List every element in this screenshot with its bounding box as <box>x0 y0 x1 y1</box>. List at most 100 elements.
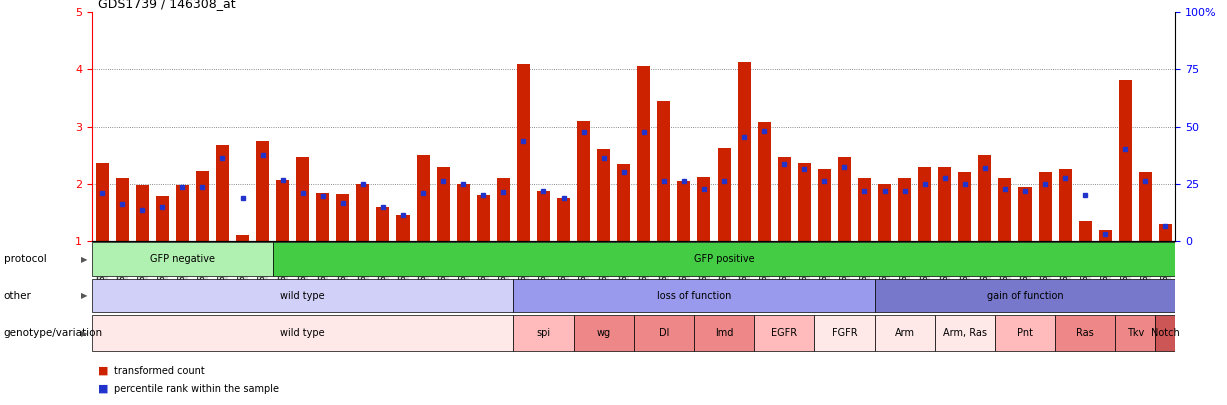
Bar <box>818 169 831 241</box>
Bar <box>537 191 550 241</box>
Text: ▶: ▶ <box>81 291 87 300</box>
Bar <box>513 315 573 351</box>
Text: GFP negative: GFP negative <box>150 254 215 264</box>
Text: Ras: Ras <box>1076 328 1094 338</box>
Bar <box>935 315 995 351</box>
Bar <box>396 215 410 241</box>
Bar <box>1139 173 1152 241</box>
Bar <box>999 178 1011 241</box>
Bar <box>96 162 108 241</box>
Bar <box>92 279 513 312</box>
Bar <box>798 162 811 241</box>
Text: FGFR: FGFR <box>832 328 858 338</box>
Text: wg: wg <box>596 328 611 338</box>
Text: ■: ■ <box>98 366 109 375</box>
Bar <box>557 198 571 241</box>
Text: GFP positive: GFP positive <box>693 254 755 264</box>
Bar <box>336 194 350 241</box>
Text: genotype/variation: genotype/variation <box>4 328 103 338</box>
Bar <box>1098 230 1112 241</box>
Bar <box>296 157 309 241</box>
Text: EGFR: EGFR <box>771 328 798 338</box>
Text: ■: ■ <box>98 384 109 394</box>
Bar <box>196 171 209 241</box>
Bar <box>939 166 951 241</box>
Bar <box>598 149 610 241</box>
Bar <box>879 184 891 241</box>
Bar <box>477 195 490 241</box>
Bar <box>757 122 771 241</box>
Bar <box>1079 221 1092 241</box>
Text: spi: spi <box>536 328 551 338</box>
Bar <box>236 235 249 241</box>
Text: Arm, Ras: Arm, Ras <box>942 328 987 338</box>
Bar <box>1156 315 1175 351</box>
Text: percentile rank within the sample: percentile rank within the sample <box>114 384 279 394</box>
Bar <box>356 184 369 241</box>
Bar <box>918 166 931 241</box>
Text: Pnt: Pnt <box>1017 328 1033 338</box>
Bar <box>256 141 269 241</box>
Bar <box>92 315 513 351</box>
Bar <box>1018 187 1032 241</box>
Text: transformed count: transformed count <box>114 366 205 375</box>
Bar <box>1055 315 1115 351</box>
Text: ▶: ▶ <box>81 328 87 338</box>
Text: Tkv: Tkv <box>1126 328 1144 338</box>
Bar <box>517 64 530 241</box>
Text: Arm: Arm <box>894 328 914 338</box>
Text: ▶: ▶ <box>81 255 87 264</box>
Text: protocol: protocol <box>4 254 47 264</box>
Bar <box>317 194 329 241</box>
Bar <box>92 243 272 276</box>
Bar <box>858 178 871 241</box>
Bar <box>377 207 389 241</box>
Bar <box>136 185 148 241</box>
Bar <box>815 315 875 351</box>
Bar <box>437 166 449 241</box>
Bar <box>1115 315 1156 351</box>
Bar <box>694 315 755 351</box>
Bar <box>838 157 852 241</box>
Bar <box>677 181 691 241</box>
Bar <box>658 101 670 241</box>
Bar <box>573 315 633 351</box>
Bar <box>617 164 631 241</box>
Text: wild type: wild type <box>281 291 325 301</box>
Text: lmd: lmd <box>715 328 734 338</box>
Bar <box>175 185 189 241</box>
Bar <box>778 157 790 241</box>
Bar <box>875 279 1175 312</box>
Bar <box>958 173 972 241</box>
Text: GDS1739 / 146308_at: GDS1739 / 146308_at <box>98 0 236 10</box>
Bar <box>156 196 169 241</box>
Bar <box>755 315 815 351</box>
Bar <box>898 178 912 241</box>
Bar <box>1059 169 1071 241</box>
Bar <box>718 148 730 241</box>
Text: gain of function: gain of function <box>987 291 1064 301</box>
Bar <box>456 184 470 241</box>
Text: loss of function: loss of function <box>656 291 731 301</box>
Bar <box>875 315 935 351</box>
Bar <box>1119 80 1131 241</box>
Bar <box>1038 173 1052 241</box>
Bar <box>995 315 1055 351</box>
Bar <box>272 243 1175 276</box>
Text: Dl: Dl <box>659 328 669 338</box>
Bar <box>513 279 875 312</box>
Bar <box>697 177 710 241</box>
Bar <box>978 155 991 241</box>
Bar <box>276 180 290 241</box>
Bar <box>216 145 229 241</box>
Bar <box>497 178 510 241</box>
Text: wild type: wild type <box>281 328 325 338</box>
Bar <box>637 66 650 241</box>
Bar <box>577 121 590 241</box>
Bar <box>115 178 129 241</box>
Bar <box>416 155 429 241</box>
Text: other: other <box>4 291 32 301</box>
Text: Notch: Notch <box>1151 328 1180 338</box>
Bar <box>633 315 694 351</box>
Bar <box>737 62 751 241</box>
